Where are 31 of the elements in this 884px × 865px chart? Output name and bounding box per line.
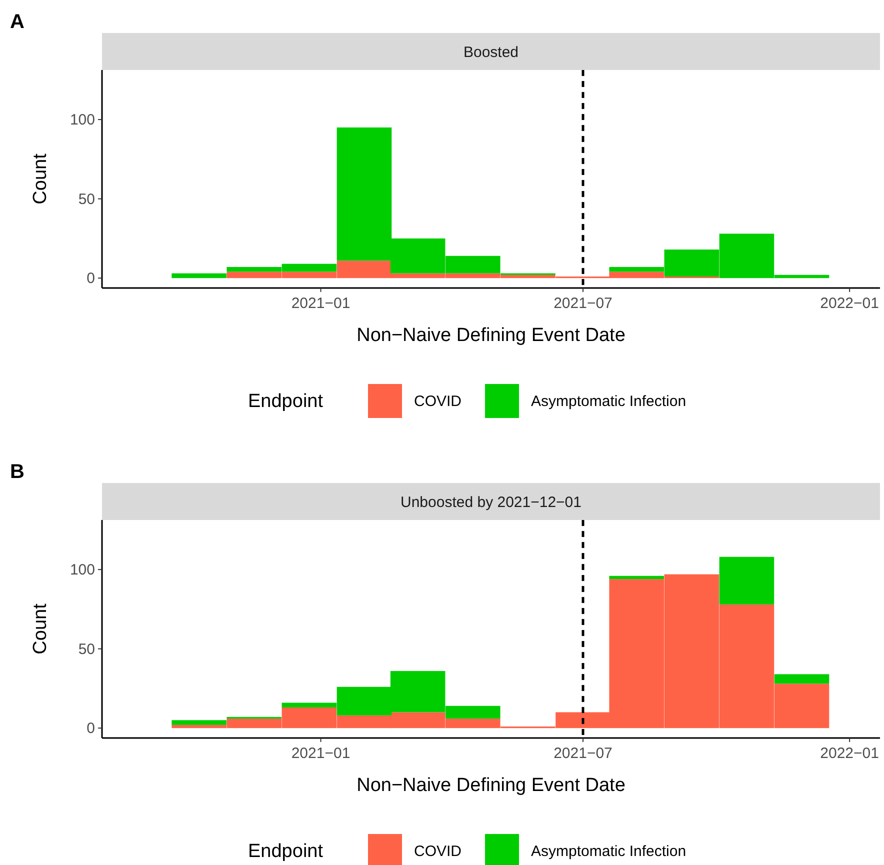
y-axis-title: Count [30, 152, 51, 204]
chart-title: B [10, 461, 24, 483]
bar [172, 273, 226, 278]
chart-title: A [10, 11, 24, 33]
bar [719, 556, 774, 604]
x-tick-label: 2022−01 [820, 745, 879, 762]
legend-title: Endpoint [248, 841, 324, 862]
y-tick-label: 100 [70, 112, 95, 129]
bar [774, 674, 830, 684]
legend-label: Asymptomatic Infection [531, 843, 686, 860]
chart-subtitle: Unboosted by 2021−12−01 [400, 494, 582, 511]
x-tick-label: 2022−01 [820, 295, 879, 312]
legend-label: COVID [414, 843, 462, 860]
y-tick-label: 0 [86, 720, 95, 738]
x-tick-label: 2021−07 [554, 745, 612, 762]
x-axis-title: Non−Naive Defining Event Date [356, 775, 626, 796]
y-tick-label: 50 [78, 190, 95, 208]
bar [609, 576, 664, 580]
chart-subtitle: Boosted [463, 44, 519, 61]
y-axis-title: Count [30, 602, 51, 654]
legend-title: Endpoint [248, 391, 324, 412]
y-tick-label: 100 [70, 562, 95, 579]
legend-label: COVID [414, 393, 462, 410]
x-tick-label: 2021−01 [291, 295, 350, 312]
y-tick-label: 50 [78, 640, 95, 658]
legend-label: Asymptomatic Infection [531, 393, 686, 410]
x-axis-title: Non−Naive Defining Event Date [356, 325, 626, 346]
y-tick-label: 0 [86, 270, 95, 288]
x-tick-label: 2021−07 [554, 295, 612, 312]
x-tick-label: 2021−01 [291, 745, 350, 762]
bar [172, 720, 226, 725]
